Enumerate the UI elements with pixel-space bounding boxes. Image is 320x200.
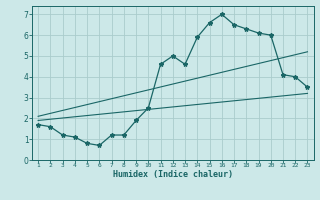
X-axis label: Humidex (Indice chaleur): Humidex (Indice chaleur): [113, 170, 233, 179]
